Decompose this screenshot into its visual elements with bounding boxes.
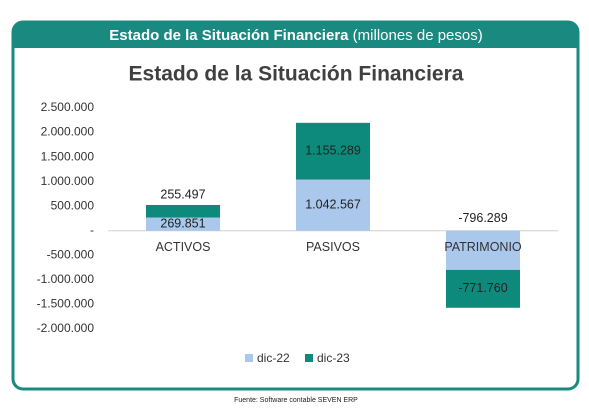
- x-tick-label: PATRIMONIO: [444, 240, 522, 254]
- header-subtitle: (millones de pesos): [353, 27, 483, 44]
- header: Estado de la Situación Financiera (millo…: [109, 27, 482, 44]
- y-tick-label: -: [90, 223, 94, 237]
- value-label: 1.042.567: [305, 197, 361, 211]
- header-title: Estado de la Situación Financiera: [109, 27, 349, 44]
- header-bar: [13, 22, 578, 48]
- legend-label: dic-22: [257, 351, 290, 365]
- bar: [296, 179, 370, 231]
- legend-label: dic-23: [317, 351, 350, 365]
- y-tick-label: -500.000: [47, 248, 95, 262]
- y-tick-label: 1.000.000: [41, 174, 95, 188]
- value-label: 1.155.289: [305, 144, 361, 158]
- value-label: -771.760: [458, 281, 507, 295]
- y-tick-label: -1.000.000: [37, 272, 95, 286]
- x-tick-label: PASIVOS: [306, 240, 360, 254]
- value-label: 269.851: [160, 216, 205, 230]
- legend-swatch: [305, 354, 313, 362]
- bar: [446, 230, 520, 270]
- value-label: 255.497: [160, 187, 205, 201]
- bar: [146, 217, 220, 231]
- y-tick-label: 2.000.000: [41, 125, 95, 139]
- y-tick-label: 2.500.000: [41, 100, 95, 114]
- x-tick-label: ACTIVOS: [156, 240, 211, 254]
- y-tick-label: 500.000: [51, 198, 95, 212]
- bar: [146, 204, 220, 218]
- chart-title: Estado de la Situación Financiera: [129, 63, 464, 86]
- source: Fuente: Software contable SEVEN ERP: [234, 397, 358, 404]
- y-tick-label: -2.000.000: [37, 321, 95, 335]
- bar: [446, 269, 520, 308]
- y-tick-label: -1.500.000: [37, 297, 95, 311]
- legend-swatch: [245, 354, 253, 362]
- bar: [296, 122, 370, 180]
- value-label: -796.289: [458, 211, 507, 225]
- y-tick-label: 1.500.000: [41, 149, 95, 163]
